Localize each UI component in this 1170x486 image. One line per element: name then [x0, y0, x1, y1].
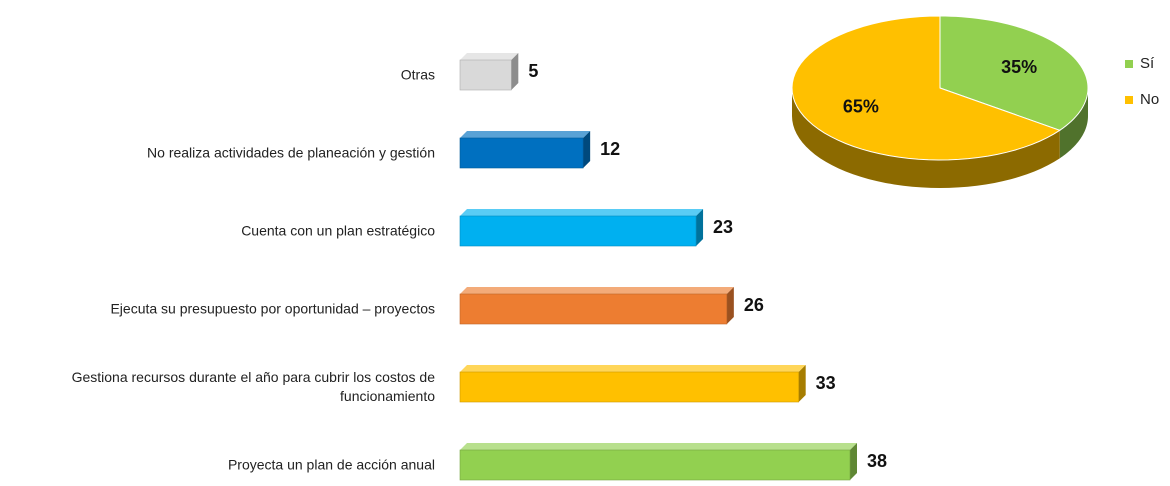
legend-swatch	[1125, 96, 1133, 104]
pie-slice	[791, 15, 1061, 161]
bar-side	[511, 53, 519, 90]
bar-side	[850, 443, 857, 480]
data-label: 5	[528, 61, 538, 81]
legend-label: No	[1140, 91, 1159, 108]
bar-side	[726, 287, 734, 324]
data-label: 12	[600, 139, 620, 159]
bar-side	[798, 365, 806, 402]
bar-top	[460, 443, 857, 450]
pie-slice	[939, 15, 1089, 131]
data-label: 33	[816, 373, 836, 393]
data-label: 23	[713, 217, 733, 237]
bar-top	[460, 365, 806, 372]
bar-top	[460, 131, 591, 138]
bar	[459, 293, 728, 325]
bar	[459, 137, 584, 169]
category-label: Otras	[400, 66, 435, 83]
bar-top	[460, 209, 704, 216]
bar-top	[460, 53, 519, 60]
data-label: 35%	[1001, 57, 1037, 77]
bar-top	[460, 287, 734, 294]
category-label: Proyecta un plan de acción anual	[227, 456, 435, 473]
bar	[459, 371, 799, 403]
data-label: 26	[744, 295, 764, 315]
pie-side	[792, 88, 1060, 188]
category-label: No realiza actividades de planeación y g…	[147, 144, 435, 161]
legend-label: Sí	[1140, 55, 1155, 72]
data-label: 65%	[843, 96, 879, 116]
pie-side	[1059, 88, 1088, 159]
category-label: Ejecuta su presupuesto por oportunidad –…	[110, 300, 435, 317]
bar	[459, 215, 697, 247]
category-label: Gestiona recursos durante el año para cu…	[71, 369, 435, 404]
data-label: 38	[867, 451, 887, 471]
bar-side	[583, 131, 591, 168]
bar-side	[696, 209, 704, 246]
bar	[459, 449, 851, 481]
bar	[459, 59, 512, 91]
category-label: Cuenta con un plan estratégico	[241, 222, 435, 239]
legend-swatch	[1125, 60, 1133, 68]
